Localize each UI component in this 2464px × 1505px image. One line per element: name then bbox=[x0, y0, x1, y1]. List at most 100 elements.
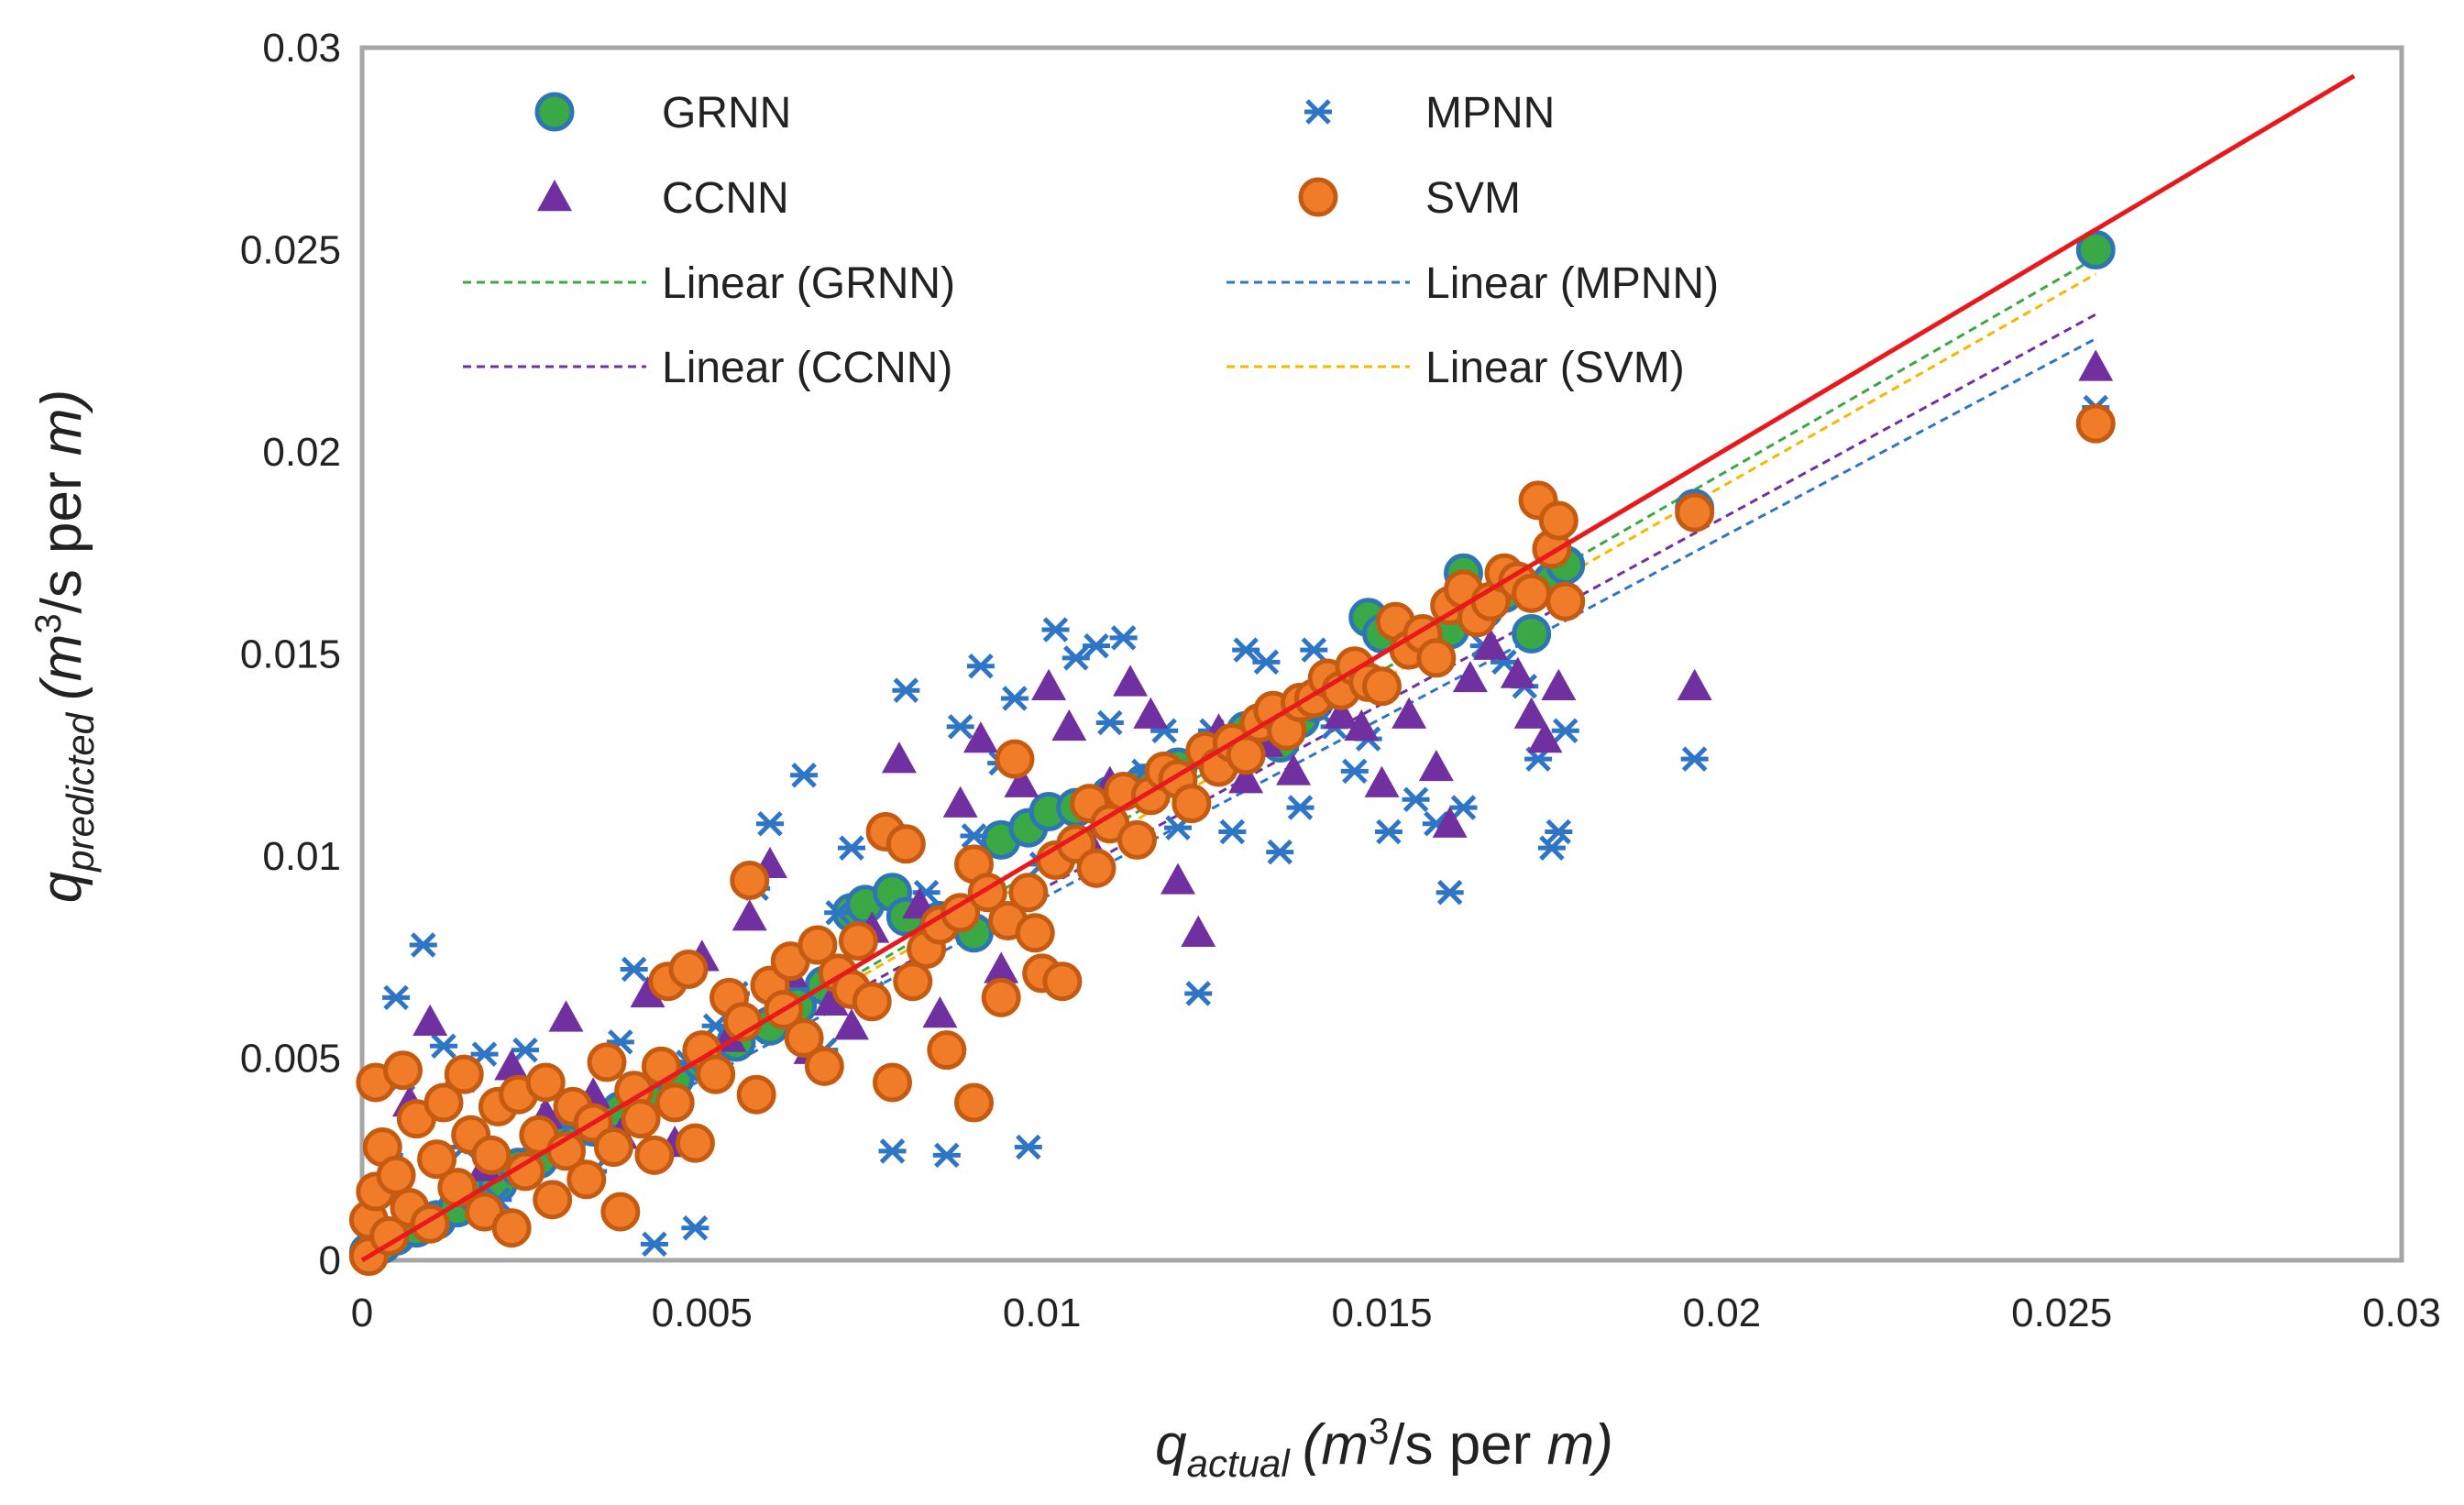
point-svm bbox=[838, 921, 878, 961]
point-mpnn bbox=[1014, 1134, 1042, 1160]
point-mpnn bbox=[1218, 818, 1247, 845]
legend-label: SVM bbox=[1425, 174, 1521, 223]
point-mpnn bbox=[1232, 637, 1260, 663]
legend-item-mpnn: MPNN bbox=[1304, 89, 1555, 137]
point-mpnn bbox=[790, 763, 819, 788]
y-axis-title: qpredicted(m3/s per m) bbox=[28, 390, 102, 903]
point-mpnn bbox=[1374, 818, 1402, 845]
x-axis-ticks: 0 0.005 0.01 0.015 0.02 0.025 0.03 bbox=[351, 1291, 2441, 1335]
point-ccnn bbox=[1181, 915, 1216, 947]
point-mpnn bbox=[966, 653, 995, 679]
point-ccnn bbox=[630, 975, 666, 1008]
point-ccnn bbox=[1004, 765, 1040, 797]
y-tick-label: 0.015 bbox=[240, 632, 341, 677]
y-tick-label: 0.03 bbox=[262, 26, 341, 71]
point-svm bbox=[621, 1099, 661, 1139]
point-svm bbox=[1512, 573, 1552, 613]
point-ccnn bbox=[1677, 668, 1712, 700]
legend-label: Linear (GRNN) bbox=[662, 259, 955, 308]
point-svm bbox=[1008, 873, 1049, 913]
point-svm bbox=[376, 1155, 416, 1195]
point-svm bbox=[654, 1082, 695, 1123]
point-mpnn bbox=[430, 1033, 457, 1060]
point-ccnn bbox=[1364, 765, 1400, 797]
series-svm bbox=[348, 403, 2116, 1277]
point-ccnn bbox=[1432, 806, 1468, 838]
y-tick-label: 0 bbox=[319, 1238, 341, 1283]
point-mpnn bbox=[1537, 835, 1566, 861]
point-mpnn bbox=[838, 835, 865, 861]
legend-item-linear-lineargrnn: Linear (GRNN) bbox=[463, 259, 955, 308]
ideal-line bbox=[360, 73, 2356, 1263]
point-ccnn bbox=[922, 995, 958, 1028]
point-mpnn bbox=[824, 899, 852, 926]
point-ccnn bbox=[1051, 709, 1087, 742]
data-points bbox=[348, 230, 2116, 1277]
point-mpnn bbox=[1252, 649, 1281, 676]
point-mpnn bbox=[1286, 795, 1314, 820]
point-mpnn bbox=[1001, 686, 1028, 711]
legend-label: GRNN bbox=[662, 89, 791, 137]
point-svm bbox=[491, 1208, 532, 1248]
point-mpnn bbox=[1083, 632, 1110, 659]
x-tick-label: 0.02 bbox=[1683, 1291, 1762, 1335]
x-tick-label: 0.03 bbox=[2362, 1291, 2441, 1335]
x-tick-label: 0.015 bbox=[1331, 1291, 1432, 1335]
point-mpnn bbox=[946, 714, 974, 740]
point-svm bbox=[2075, 403, 2116, 444]
point-svm bbox=[804, 1046, 844, 1086]
point-ccnn bbox=[1473, 628, 1509, 660]
point-mpnn bbox=[932, 1142, 961, 1169]
point-mpnn bbox=[1041, 617, 1070, 643]
ideal-line-segment bbox=[360, 73, 2356, 1263]
point-svm bbox=[927, 1030, 967, 1071]
legend-item-grnn: GRNN bbox=[534, 89, 791, 137]
point-svm bbox=[852, 982, 892, 1022]
x-tick-label: 0 bbox=[351, 1291, 373, 1335]
point-mpnn bbox=[960, 823, 988, 849]
point-svm bbox=[566, 1159, 607, 1200]
x-tick-label: 0.01 bbox=[1003, 1291, 1082, 1335]
legend-marker-ccnn bbox=[537, 180, 572, 212]
point-ccnn bbox=[984, 951, 1019, 983]
point-ccnn bbox=[1113, 665, 1149, 697]
point-svm bbox=[696, 1054, 736, 1094]
point-ccnn bbox=[1452, 660, 1488, 693]
point-svm bbox=[1362, 666, 1402, 707]
legend-marker-grnn bbox=[534, 92, 575, 132]
point-ccnn bbox=[1418, 749, 1454, 782]
point-svm bbox=[600, 1192, 641, 1232]
legend-label: Linear (SVM) bbox=[1425, 344, 1685, 392]
point-mpnn bbox=[878, 1138, 907, 1164]
legend-label: MPNN bbox=[1425, 89, 1555, 137]
legend-item-linear-linearccnn: Linear (CCNN) bbox=[463, 344, 952, 392]
point-mpnn bbox=[1095, 709, 1124, 736]
point-svm bbox=[417, 1139, 457, 1180]
trendline-mpnn bbox=[361, 337, 2096, 1262]
point-mpnn bbox=[1402, 786, 1430, 813]
point-svm bbox=[668, 949, 709, 989]
x-tick-label: 0.025 bbox=[2011, 1291, 2112, 1335]
point-svm bbox=[995, 739, 1035, 779]
point-svm bbox=[533, 1180, 573, 1220]
legend: GRNN MPNN CCNN SVM Linear (GRNN) Linear (MPNN… bbox=[463, 89, 1719, 392]
point-ccnn bbox=[2078, 349, 2114, 381]
x-tick-label: 0.005 bbox=[652, 1291, 753, 1335]
point-ccnn bbox=[1344, 709, 1380, 742]
x-axis-title: qactual (m3/s per m) bbox=[1155, 1412, 1613, 1485]
point-grnn bbox=[2075, 230, 2116, 269]
legend-marker-svm bbox=[1298, 177, 1338, 217]
point-ccnn bbox=[732, 899, 767, 931]
point-svm bbox=[1172, 784, 1212, 824]
point-mpnn bbox=[1449, 795, 1478, 820]
point-svm bbox=[1538, 500, 1578, 541]
point-mpnn bbox=[756, 810, 784, 837]
point-svm bbox=[1546, 581, 1586, 621]
point-ccnn bbox=[881, 742, 917, 774]
point-mpnn bbox=[1436, 879, 1464, 906]
point-svm bbox=[886, 824, 926, 864]
point-svm bbox=[1015, 913, 1055, 953]
point-svm bbox=[1416, 638, 1457, 678]
point-svm bbox=[444, 1054, 484, 1094]
